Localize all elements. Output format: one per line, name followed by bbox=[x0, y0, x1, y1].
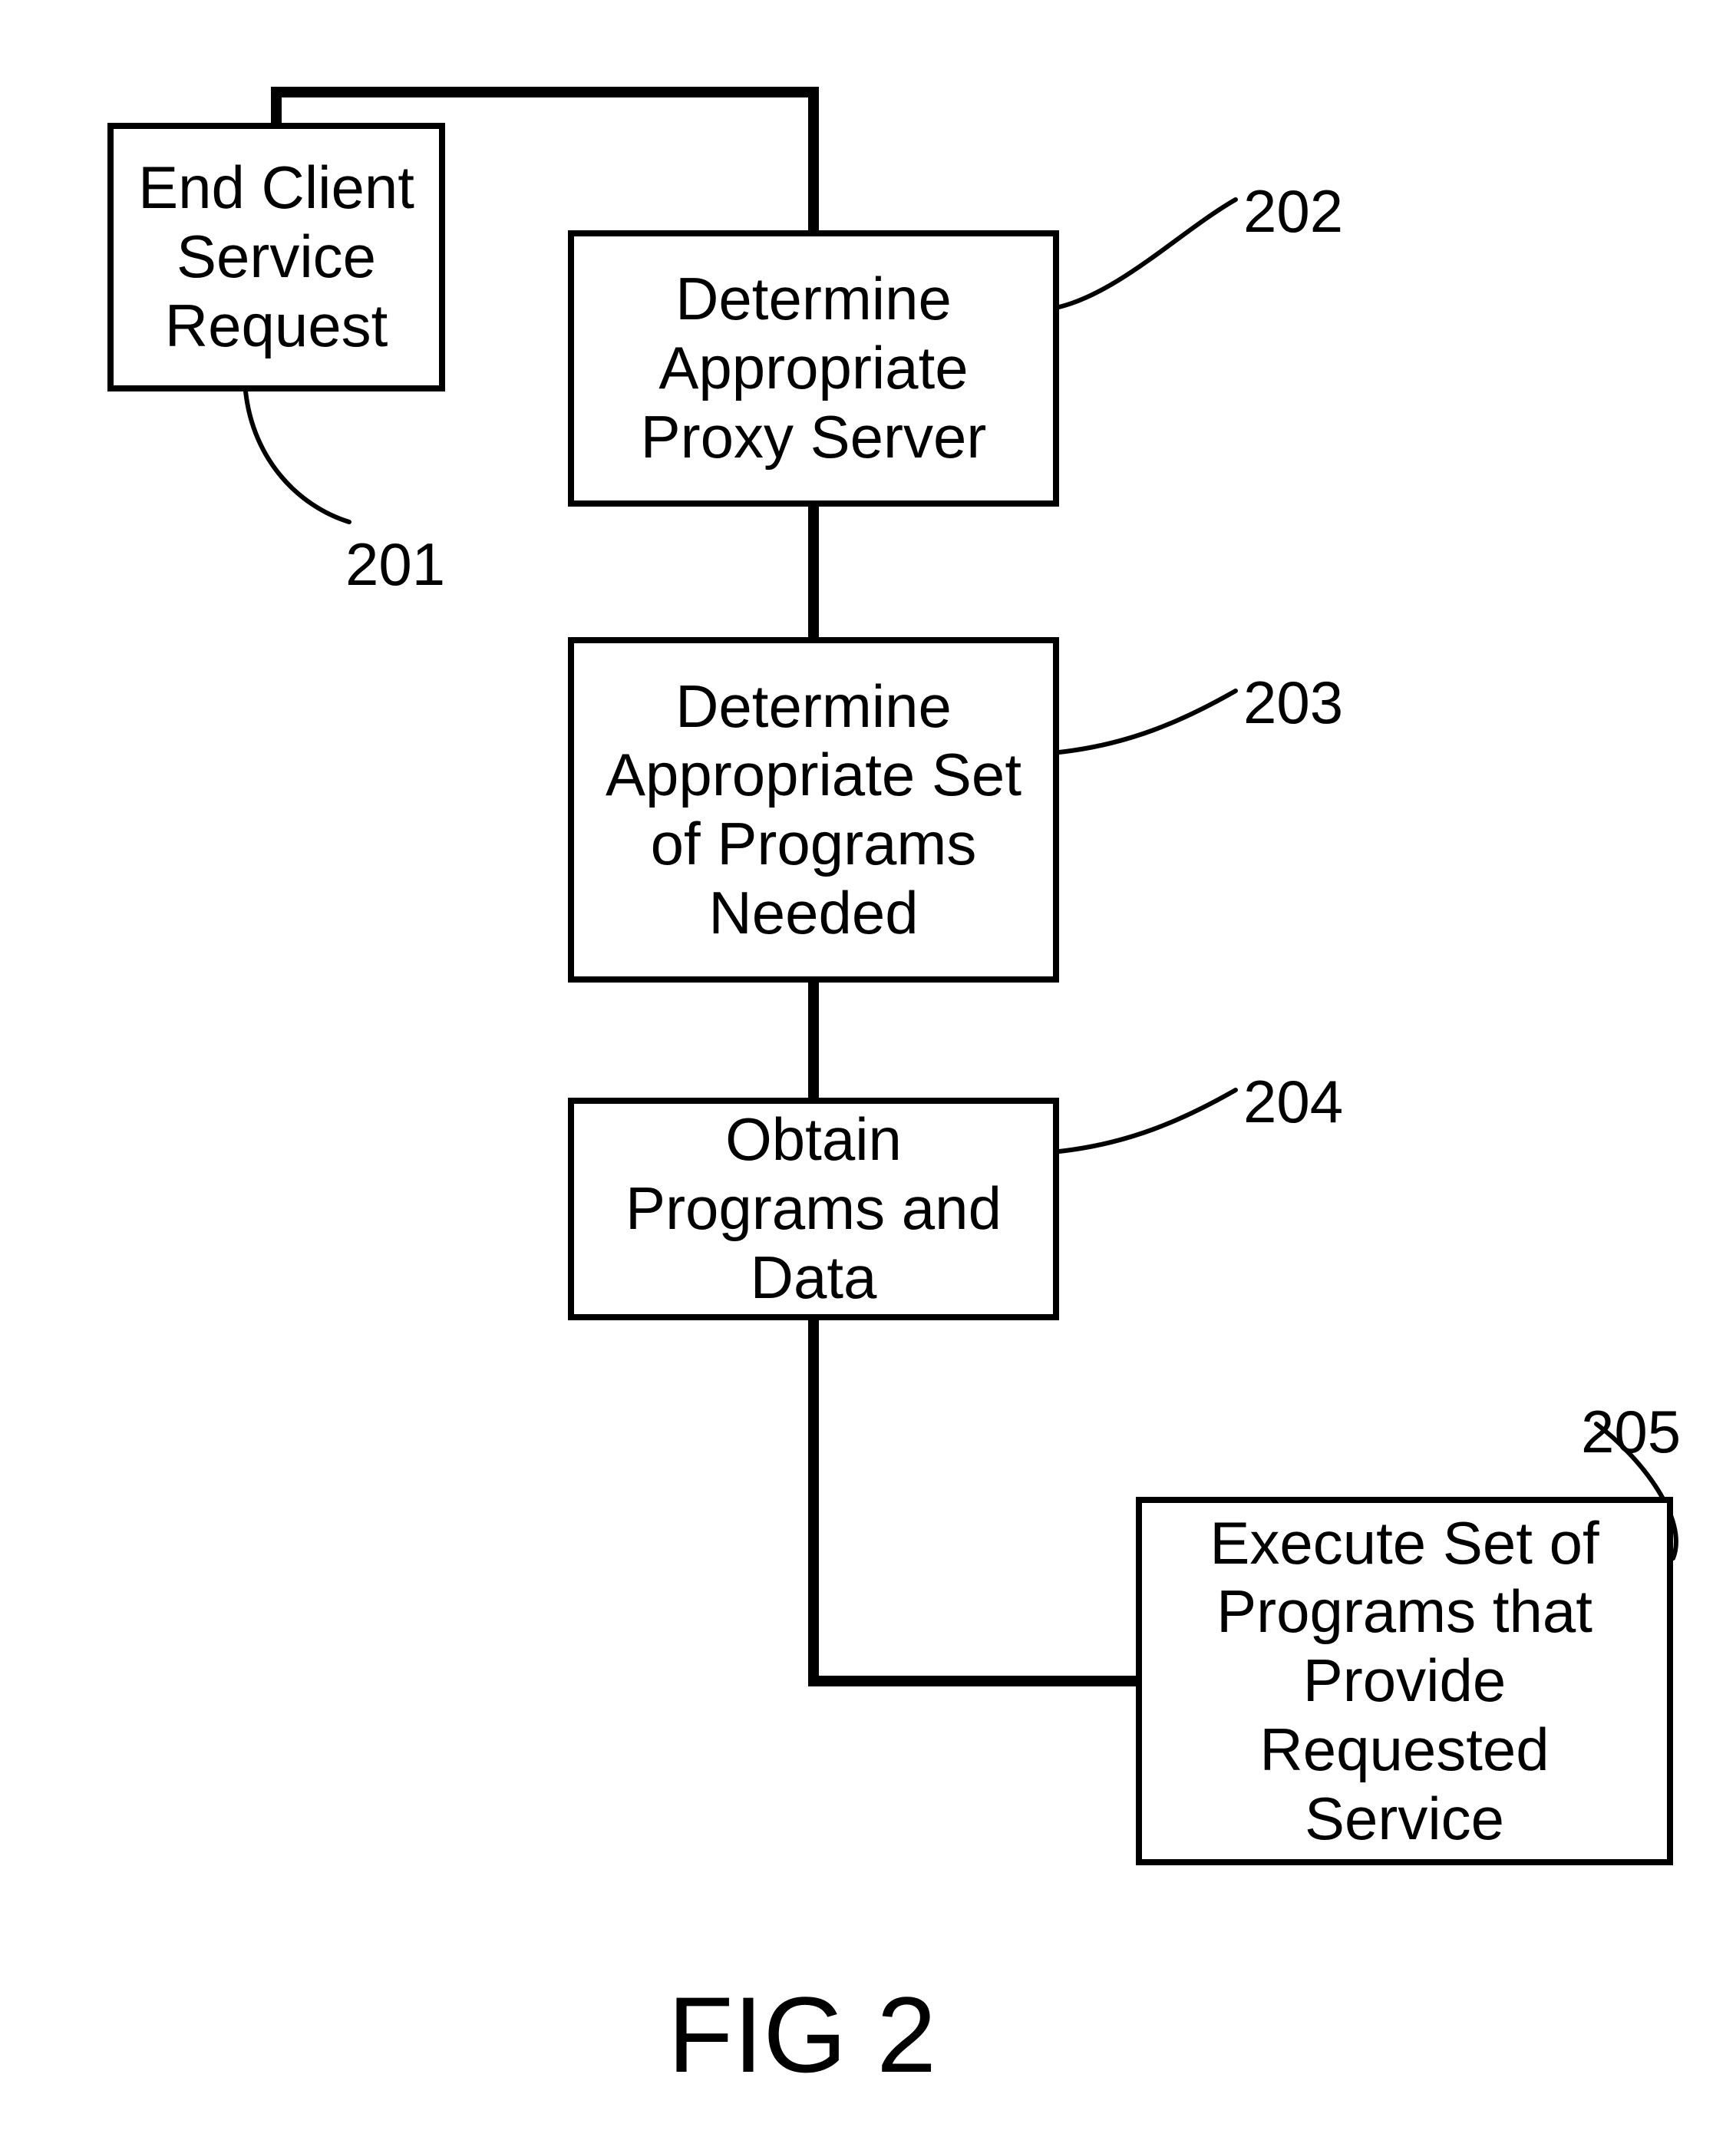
figure-label: FIG 2 bbox=[668, 1973, 936, 2097]
box-determine-set-programs: Determine Appropriate Set of Programs Ne… bbox=[568, 637, 1059, 983]
box-text: Obtain Programs and Data bbox=[589, 1105, 1038, 1312]
label-text: 203 bbox=[1243, 669, 1343, 736]
box-end-client-service-request: End Client Service Request bbox=[107, 123, 445, 391]
box-text: Determine Appropriate Set of Programs Ne… bbox=[589, 672, 1038, 948]
box-obtain-programs-data: Obtain Programs and Data bbox=[568, 1098, 1059, 1320]
ref-label-205: 205 bbox=[1581, 1397, 1681, 1467]
label-text: 205 bbox=[1581, 1398, 1681, 1465]
ref-label-204: 204 bbox=[1243, 1067, 1343, 1137]
label-text: 202 bbox=[1243, 177, 1343, 245]
diagram-canvas: End Client Service Request Determine App… bbox=[0, 0, 1736, 2147]
box-text: Determine Appropriate Proxy Server bbox=[589, 265, 1038, 471]
box-text: Execute Set of Programs that Provide Req… bbox=[1157, 1509, 1652, 1853]
ref-label-201: 201 bbox=[345, 530, 445, 600]
figure-label-text: FIG 2 bbox=[668, 1974, 936, 2095]
box-determine-proxy-server: Determine Appropriate Proxy Server bbox=[568, 230, 1059, 507]
ref-label-203: 203 bbox=[1243, 668, 1343, 738]
label-text: 201 bbox=[345, 530, 445, 598]
box-text: End Client Service Request bbox=[129, 154, 424, 360]
box-execute-set-programs: Execute Set of Programs that Provide Req… bbox=[1136, 1497, 1673, 1865]
label-text: 204 bbox=[1243, 1068, 1343, 1135]
ref-label-202: 202 bbox=[1243, 177, 1343, 246]
